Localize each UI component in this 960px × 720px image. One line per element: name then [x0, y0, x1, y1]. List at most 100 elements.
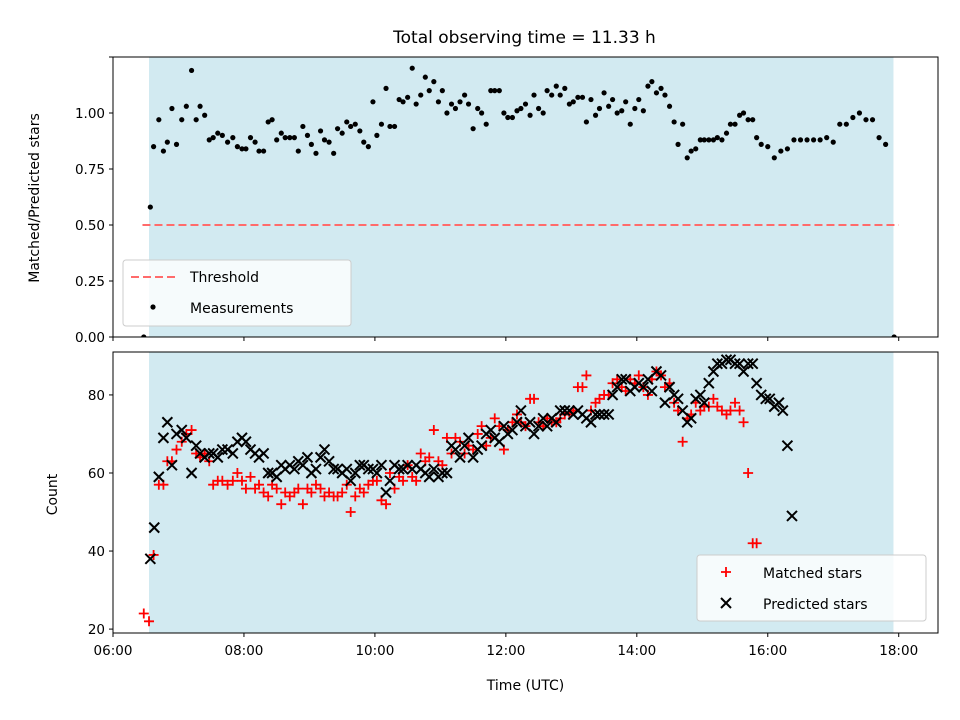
measurement-point	[837, 121, 843, 127]
measurement-point	[501, 110, 507, 116]
measurement-point	[601, 90, 607, 96]
measurement-point	[623, 99, 629, 105]
measurement-point	[540, 110, 546, 116]
predicted-star-point	[703, 377, 715, 389]
matched-star-point	[581, 370, 592, 381]
bottom-panel: 20 40 60 80 06:00 08:00 10:00 12:00 14:00 16:00 18…	[45, 351, 939, 694]
predicted-star-point	[180, 432, 193, 444]
matched-star-point	[743, 467, 754, 478]
measurement-point	[575, 94, 581, 100]
measurement-point	[391, 123, 398, 130]
measurement-point	[234, 144, 241, 150]
measurement-point	[784, 146, 791, 152]
measurement-point	[810, 137, 817, 143]
measurement-point	[771, 155, 777, 161]
measurement-point	[544, 88, 550, 94]
measurement-point	[352, 121, 358, 127]
matched-star-point	[144, 616, 155, 627]
measurement-point	[387, 123, 393, 130]
measurement-point	[701, 137, 707, 143]
predicted-star-point	[240, 436, 252, 448]
bottom-legend: Matched stars Predicted stars	[696, 554, 927, 622]
predicted-star-point	[375, 459, 388, 471]
top-y-tick-label: 0.75	[75, 162, 105, 178]
matched-star-point	[271, 483, 282, 494]
measurement-point	[475, 105, 481, 112]
matched-star-point	[381, 499, 392, 510]
measurement-point	[219, 132, 225, 138]
predicted-star-point	[157, 432, 170, 444]
predicted-star-point	[694, 389, 707, 401]
predicted-star-point	[537, 412, 549, 425]
measurement-point	[671, 119, 677, 125]
bottom-y-axis-label: Count	[45, 473, 61, 515]
measurement-point	[583, 119, 589, 125]
predicted-star-point	[511, 416, 523, 428]
bottom-legend-box	[696, 554, 927, 622]
measurement-point	[224, 139, 231, 145]
measurement-point	[531, 92, 537, 98]
predicted-star-point	[190, 439, 202, 452]
measurement-point	[636, 96, 642, 103]
predicted-star-point	[288, 463, 301, 475]
measurement-point	[791, 137, 797, 143]
predicted-star-point	[423, 471, 435, 483]
predicted-star-point	[314, 451, 327, 464]
predicted-star-point	[176, 424, 188, 436]
measurement-point	[509, 114, 516, 121]
measurement-point	[723, 130, 730, 136]
matched-star-point	[315, 483, 326, 494]
measurement-point	[313, 150, 319, 156]
matched-star-point	[734, 405, 745, 416]
measurement-point	[632, 105, 638, 112]
predicted-star-point	[262, 467, 274, 479]
measurement-point	[269, 117, 275, 123]
predicted-star-point	[746, 358, 759, 370]
measurement-point	[321, 137, 328, 143]
predicted-star-point	[750, 377, 763, 389]
measurement-point	[619, 108, 625, 114]
bottom-x-tick-label: 14:00	[617, 643, 656, 659]
measurement-point	[169, 105, 175, 112]
predicted-star-point	[462, 432, 475, 444]
measurement-point	[260, 148, 267, 154]
measurement-point	[173, 141, 180, 147]
measurement-point	[239, 146, 245, 152]
measurement-point	[514, 108, 520, 114]
legend-predicted-swatch	[720, 597, 732, 609]
measurement-point	[609, 96, 616, 103]
predicted-star-point	[475, 439, 488, 452]
predicted-star-point	[733, 358, 746, 370]
top-y-tick-label: 0.25	[75, 274, 105, 290]
measurement-point	[758, 141, 764, 147]
measurement-point	[614, 110, 620, 116]
predicted-star-point	[212, 451, 224, 464]
bottom-axes-frame	[112, 351, 939, 634]
predicted-star-point	[354, 459, 366, 471]
measurement-point	[592, 112, 599, 118]
matched-star-point	[415, 448, 426, 459]
measurement-point	[230, 135, 236, 141]
predicted-star-point	[344, 475, 357, 487]
measurement-point	[570, 99, 576, 105]
predicted-star-point	[301, 451, 314, 464]
matched-star-point	[725, 405, 736, 416]
measurement-point	[662, 92, 668, 98]
measurement-point	[596, 105, 603, 112]
predicted-star-point	[593, 408, 606, 421]
predicted-star-point	[528, 428, 540, 440]
matched-star-point	[306, 487, 317, 498]
measurement-point	[697, 137, 703, 143]
measurement-point	[317, 128, 324, 134]
measurement-point	[147, 204, 153, 210]
matched-star-point	[428, 425, 439, 436]
legend-matched-swatch	[721, 567, 731, 577]
measurement-point	[606, 103, 612, 109]
matched-star-point	[358, 487, 369, 498]
measurement-point	[719, 137, 725, 143]
measurement-point	[215, 130, 221, 136]
predicted-star-point	[185, 467, 198, 479]
measurement-point	[579, 94, 586, 100]
measurement-point	[824, 135, 830, 141]
